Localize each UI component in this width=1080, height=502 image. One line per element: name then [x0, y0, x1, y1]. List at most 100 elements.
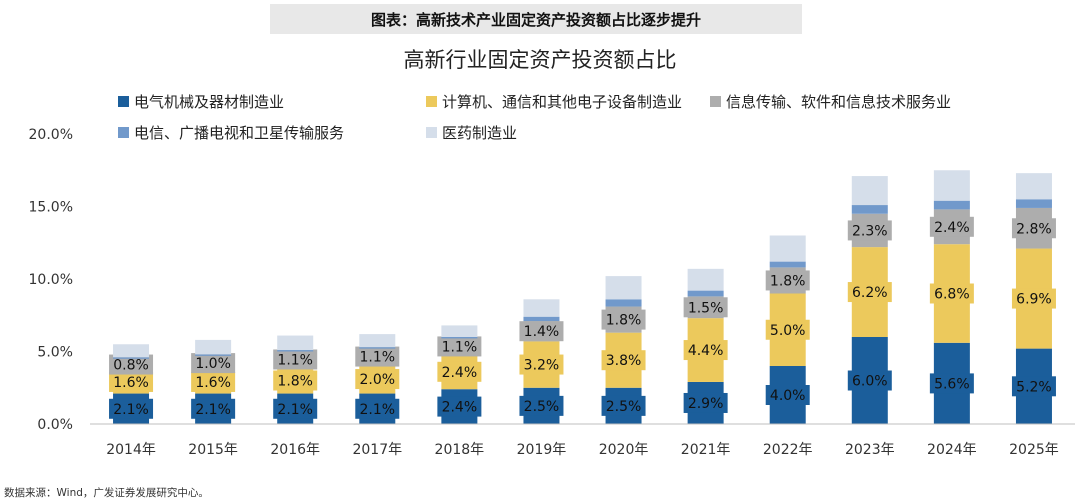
data-label-box — [355, 346, 400, 367]
data-label-box — [929, 216, 974, 237]
data-label-box — [847, 220, 892, 241]
x-tick-label: 2019年 — [517, 442, 567, 458]
data-label-box — [929, 283, 974, 304]
data-label-box — [191, 371, 236, 392]
bar-segment — [359, 334, 396, 348]
data-label: 2.0% — [360, 372, 396, 388]
data-label: 4.0% — [770, 388, 806, 404]
data-label: 1.8% — [606, 313, 642, 329]
bar-segment — [687, 290, 724, 297]
x-tick-label: 2021年 — [681, 442, 731, 458]
bar-segment — [277, 350, 314, 352]
legend-item-pharma: 医药制造业 — [426, 122, 517, 143]
data-label: 2.1% — [113, 402, 149, 418]
data-label: 2.5% — [606, 399, 642, 415]
data-label: 1.6% — [113, 375, 149, 391]
legend-swatch — [118, 127, 129, 138]
data-label-box — [765, 270, 810, 291]
data-label-box — [929, 373, 974, 394]
x-tick-label: 2022年 — [763, 442, 813, 458]
data-label: 1.6% — [195, 375, 231, 391]
data-label-box — [683, 340, 728, 361]
x-tick-label: 2017年 — [352, 442, 402, 458]
bar-segment — [851, 176, 888, 206]
data-label-box — [765, 319, 810, 340]
bar-segment — [113, 357, 150, 359]
legend-label: 计算机、通信和其他电子设备制造业 — [442, 93, 683, 111]
bar-segment — [851, 205, 888, 214]
legend-item-software: 信息传输、软件和信息技术服务业 — [710, 91, 951, 112]
bar-segment — [277, 335, 314, 351]
bar-segment — [687, 268, 724, 291]
bar-segment — [1015, 173, 1052, 200]
bar-segment — [605, 276, 642, 300]
data-label: 4.4% — [688, 343, 724, 359]
bar-segment — [769, 261, 806, 268]
y-tick-label: 0.0% — [37, 417, 73, 433]
legend-label: 电信、广播电视和卫星传输服务 — [134, 124, 345, 142]
data-label-box — [109, 371, 154, 392]
data-label-box — [601, 309, 646, 330]
x-tick-label: 2015年 — [188, 442, 238, 458]
data-label: 1.1% — [277, 352, 313, 368]
legend-swatch — [426, 127, 437, 138]
legend-label: 医药制造业 — [442, 124, 518, 142]
stacked-bar-chart: 0.0%5.0%10.0%15.0%20.0%2.1%1.6%0.8%2014年… — [29, 127, 1075, 458]
y-tick-label: 20.0% — [29, 127, 73, 143]
figure-banner-title: 图表：高新技术产业固定资产投资额占比逐步提升 — [270, 4, 802, 34]
data-label: 2.4% — [442, 400, 478, 416]
data-label: 1.4% — [524, 324, 560, 340]
x-tick-label: 2024年 — [927, 442, 977, 458]
data-label-box — [109, 398, 154, 419]
data-label-box — [601, 350, 646, 371]
data-label: 1.5% — [688, 300, 724, 316]
x-tick-label: 2016年 — [270, 442, 320, 458]
data-label: 2.1% — [360, 402, 396, 418]
data-label: 5.2% — [1016, 379, 1052, 395]
bar-segment — [113, 344, 150, 358]
data-label: 6.9% — [1016, 292, 1052, 308]
data-label-box — [683, 297, 728, 318]
bar-segment — [441, 337, 478, 339]
data-label: 3.2% — [524, 358, 560, 374]
data-label-box — [765, 385, 810, 405]
bar-segment — [933, 170, 970, 201]
x-tick-label: 2018年 — [435, 442, 485, 458]
x-tick-label: 2025年 — [1009, 442, 1059, 458]
data-label-box — [109, 354, 154, 375]
data-label: 2.5% — [524, 399, 560, 415]
bar-segment — [523, 299, 560, 317]
x-tick-label: 2014年 — [106, 442, 156, 458]
legend-label: 电气机械及器材制造业 — [134, 93, 285, 111]
x-tick-label: 2023年 — [845, 442, 895, 458]
data-label-box — [273, 370, 318, 391]
data-label-box — [437, 361, 482, 382]
data-label: 2.8% — [1016, 221, 1052, 237]
data-label: 5.0% — [770, 323, 806, 339]
bar-segment — [1015, 199, 1052, 208]
data-label-box — [355, 369, 400, 390]
chart-title: 高新行业固定资产投资额占比 — [403, 48, 677, 72]
legend-swatch — [710, 96, 721, 107]
data-label-box — [519, 321, 564, 342]
source-note: 数据来源：Wind，广发证券发展研究中心。 — [4, 487, 209, 499]
legend-swatch — [118, 96, 129, 107]
data-label: 1.1% — [360, 350, 396, 366]
data-label-box — [273, 398, 318, 419]
x-tick-label: 2020年 — [599, 442, 649, 458]
data-label-box — [601, 395, 646, 416]
y-tick-label: 10.0% — [29, 272, 73, 288]
y-tick-label: 5.0% — [37, 345, 73, 361]
data-label: 2.4% — [934, 220, 970, 236]
bar-segment — [933, 200, 970, 210]
data-label: 6.0% — [852, 374, 888, 390]
data-label: 1.8% — [770, 273, 806, 289]
legend-item-computer: 计算机、通信和其他电子设备制造业 — [426, 91, 682, 112]
data-label: 6.8% — [934, 287, 970, 303]
data-label: 6.2% — [852, 285, 888, 301]
data-label-box — [847, 282, 892, 303]
data-label: 2.4% — [442, 365, 478, 381]
data-label: 2.3% — [852, 223, 888, 239]
data-label-box — [1011, 288, 1056, 309]
legend-label: 信息传输、软件和信息技术服务业 — [726, 93, 952, 111]
